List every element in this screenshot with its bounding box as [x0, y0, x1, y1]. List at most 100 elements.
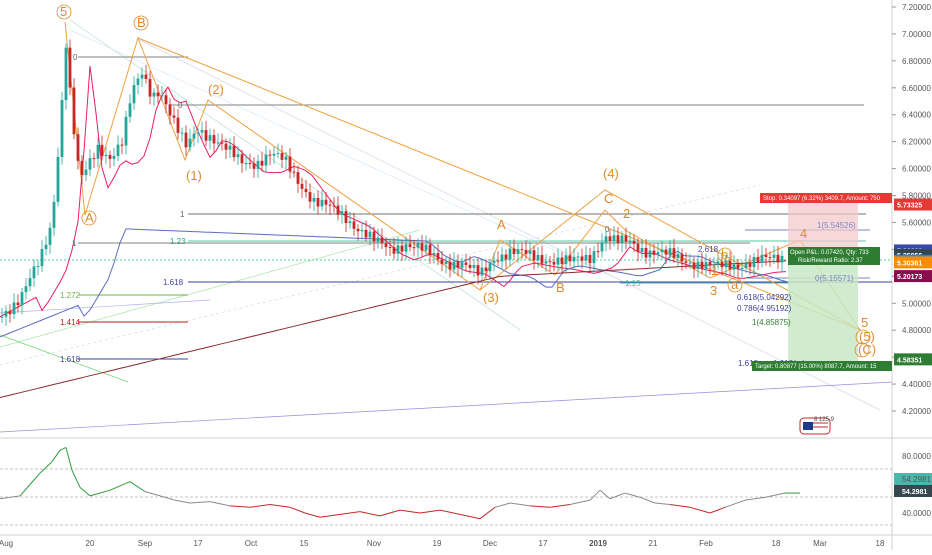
candle-body	[264, 154, 268, 166]
wave-label: A	[85, 210, 94, 225]
oscillator-axis[interactable]: 80.0000 54.2981 40.0000 54.2981	[894, 452, 932, 518]
osc-segment	[399, 509, 421, 514]
candle-body	[644, 247, 648, 258]
candle-body	[688, 262, 692, 264]
time-axis[interactable]: Aug 20 Sep 17 Oct 15 Nov 19 Dec 17 2019 21 Feb 18 Mar 1…	[0, 539, 885, 548]
osc-segment	[724, 499, 746, 508]
osc-segment	[359, 511, 381, 517]
price-tick-label: 5.00000	[902, 299, 931, 308]
candle-body	[92, 158, 96, 160]
candle-body	[204, 130, 208, 141]
candle-body	[708, 261, 712, 266]
candle-body	[476, 265, 480, 276]
candle-body	[96, 144, 100, 159]
price-tick-label: 6.20000	[902, 138, 931, 147]
candle-body	[144, 74, 148, 80]
candle-body	[224, 143, 228, 150]
osc-tick-label: 40.0000	[902, 509, 931, 518]
time-tick-label: Nov	[367, 539, 381, 548]
candle-body	[44, 244, 48, 250]
osc-segment	[71, 470, 81, 488]
candle-body	[404, 244, 408, 252]
candle-body	[20, 292, 24, 306]
candle-body	[748, 263, 752, 268]
osc-segment	[599, 489, 611, 500]
osc-segment	[129, 481, 146, 493]
candle-body	[516, 249, 520, 255]
osc-segment	[189, 501, 211, 504]
candle-body	[208, 135, 212, 141]
time-tick-label: 17	[539, 539, 548, 548]
osc-current-box	[894, 485, 932, 497]
candle-body	[608, 236, 612, 242]
candle-body	[744, 263, 748, 269]
candle-body	[376, 237, 380, 242]
candle-body	[400, 245, 404, 252]
candle-body	[160, 95, 164, 97]
candle-body	[724, 260, 728, 268]
candle-body	[260, 160, 264, 166]
osc-segment	[29, 472, 41, 485]
fib-label: 1	[180, 210, 185, 219]
osc-segment	[639, 496, 656, 504]
osc-segment	[89, 489, 111, 497]
candle-body	[600, 242, 604, 252]
candle-body	[272, 153, 276, 156]
candle-body	[668, 248, 672, 255]
osc-segment	[744, 496, 766, 501]
candle-body	[456, 261, 460, 268]
fib-label: 0	[178, 101, 183, 110]
time-tick-label: 15	[300, 539, 309, 548]
risk-ratio-text: Risk/Reward Ratio: 2.37	[798, 258, 863, 264]
candle-body	[52, 201, 56, 228]
price-tick-label: 7.20000	[902, 3, 931, 12]
candle-body	[592, 251, 596, 264]
candle-body	[604, 236, 608, 243]
candle-body	[128, 103, 132, 117]
candle-body	[120, 144, 124, 146]
osc-segment	[669, 503, 691, 508]
candle-body	[660, 249, 664, 253]
osc-tick-label: 80.0000	[902, 452, 931, 461]
candle-body	[364, 229, 368, 238]
osc-tick-box	[894, 473, 932, 485]
osc-tick-label: 54.2981	[902, 475, 931, 484]
wave-major-line	[64, 21, 861, 331]
candle-body	[384, 243, 388, 248]
target-info-box[interactable]: Target: 0.80877 (15.00%) 8087.7, Amount:…	[752, 361, 892, 371]
candle-body	[4, 310, 8, 317]
candle-body	[704, 261, 708, 269]
candle-body	[252, 163, 256, 169]
wave-label: 5	[60, 4, 67, 19]
osc-segment	[39, 461, 53, 474]
fib-label: 1.618	[738, 359, 759, 368]
fib-label: 1.414	[60, 318, 81, 327]
wave-label: 3	[710, 283, 717, 298]
candle-body	[632, 241, 636, 244]
fib-labels: 0 0 1 1 1.23 1.272 1.414 1.618 1.618 0 1.618 1.15 2.…	[60, 53, 856, 368]
candle-body	[288, 156, 292, 172]
candle-body	[72, 87, 76, 135]
target-zone[interactable]	[788, 260, 858, 367]
candle-body	[184, 132, 188, 148]
osc-current-label: 54.2981	[902, 489, 927, 496]
wave-label: 4	[800, 226, 807, 241]
candle-body	[88, 158, 92, 170]
wave-label: (4)	[603, 166, 619, 181]
stop-info-box[interactable]: Stop: 0.34097 (6.32%) 3409.7, Amount: 75…	[760, 193, 892, 203]
open-info-box[interactable]: Open P&L: 0.07420, Qty: 733 Risk/Reward …	[788, 247, 880, 265]
wave-label: B	[556, 280, 565, 295]
price-tick-label: 5.60000	[902, 218, 931, 227]
osc-segment	[689, 506, 711, 514]
candle-body	[772, 254, 776, 258]
candle-body	[500, 254, 504, 262]
candle-body	[12, 302, 16, 315]
candle-body	[692, 262, 696, 270]
osc-segment	[59, 446, 67, 451]
candle-body	[564, 255, 568, 264]
wave-label-circle	[855, 329, 871, 345]
stop-info-text: Stop: 0.34097 (6.32%) 3409.7, Amount: 75…	[763, 196, 881, 202]
price-tick-label: 6.00000	[902, 165, 931, 174]
